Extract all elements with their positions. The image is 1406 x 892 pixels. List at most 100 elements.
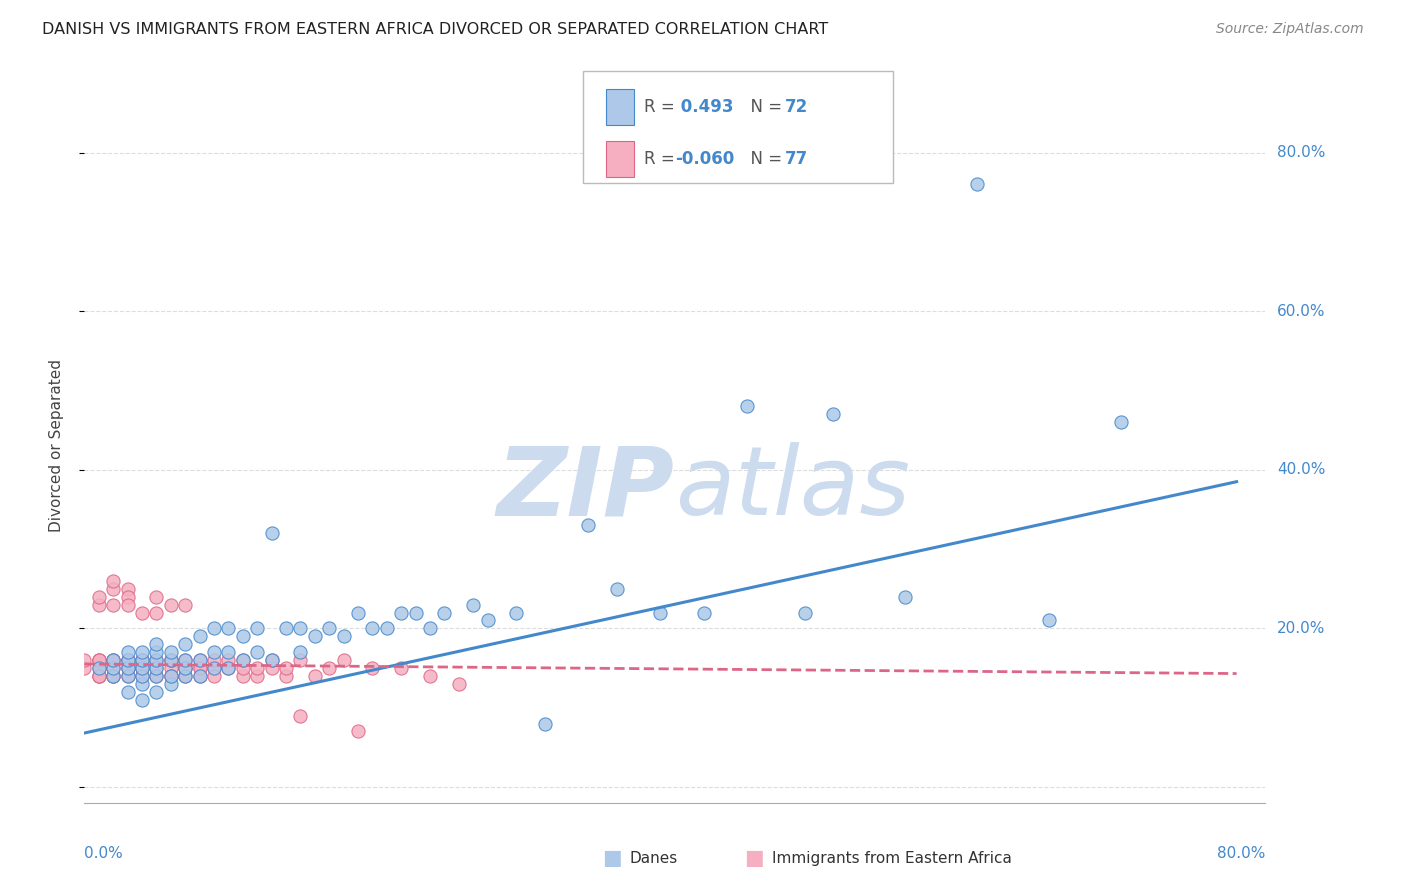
Point — [246, 621, 269, 635]
Point — [188, 669, 211, 683]
Point — [131, 661, 153, 675]
Point — [131, 653, 153, 667]
Point — [87, 669, 110, 683]
Point — [260, 653, 283, 667]
Point — [274, 669, 297, 683]
Point — [117, 590, 139, 604]
Y-axis label: Divorced or Separated: Divorced or Separated — [49, 359, 63, 533]
Point — [174, 637, 197, 651]
Point — [246, 669, 269, 683]
Text: N =: N = — [740, 98, 787, 116]
Point — [131, 653, 153, 667]
Point — [188, 661, 211, 675]
Text: ZIP: ZIP — [496, 442, 675, 535]
Point — [145, 685, 167, 699]
Text: ■: ■ — [602, 848, 621, 868]
Point — [318, 661, 340, 675]
Point — [87, 653, 110, 667]
Point — [202, 645, 225, 659]
Point — [145, 606, 167, 620]
Point — [145, 653, 167, 667]
Point — [131, 677, 153, 691]
Point — [159, 653, 181, 667]
Point — [87, 661, 110, 675]
Point — [447, 677, 470, 691]
Point — [174, 669, 197, 683]
Point — [87, 653, 110, 667]
Point — [347, 724, 370, 739]
Point — [232, 629, 254, 643]
Text: 80.0%: 80.0% — [1277, 145, 1326, 161]
Point — [578, 518, 600, 533]
Point — [217, 661, 239, 675]
Point — [232, 669, 254, 683]
Point — [217, 661, 239, 675]
Point — [131, 606, 153, 620]
Point — [117, 653, 139, 667]
Point — [332, 629, 354, 643]
Point — [73, 661, 96, 675]
Point — [217, 653, 239, 667]
Point — [159, 677, 181, 691]
Point — [389, 606, 412, 620]
Point — [159, 669, 181, 683]
Point — [735, 400, 758, 414]
Point — [117, 582, 139, 596]
Point — [159, 669, 181, 683]
Point — [87, 598, 110, 612]
Text: N =: N = — [740, 150, 787, 168]
Point — [1038, 614, 1060, 628]
Point — [87, 590, 110, 604]
Point — [117, 598, 139, 612]
Point — [375, 621, 398, 635]
Text: DANISH VS IMMIGRANTS FROM EASTERN AFRICA DIVORCED OR SEPARATED CORRELATION CHART: DANISH VS IMMIGRANTS FROM EASTERN AFRICA… — [42, 22, 828, 37]
Point — [87, 661, 110, 675]
Point — [174, 661, 197, 675]
Point — [131, 669, 153, 683]
Point — [145, 637, 167, 651]
Point — [117, 653, 139, 667]
Point — [202, 621, 225, 635]
Point — [159, 653, 181, 667]
Point — [131, 669, 153, 683]
Point — [894, 590, 917, 604]
Point — [477, 614, 499, 628]
Point — [145, 645, 167, 659]
Point — [87, 669, 110, 683]
Point — [73, 653, 96, 667]
Point — [290, 645, 312, 659]
Point — [202, 661, 225, 675]
Point — [217, 645, 239, 659]
Point — [174, 598, 197, 612]
Point — [347, 606, 370, 620]
Point — [188, 669, 211, 683]
Point — [117, 669, 139, 683]
Point — [793, 606, 815, 620]
Point — [101, 661, 124, 675]
Point — [260, 653, 283, 667]
Point — [145, 590, 167, 604]
Point — [101, 669, 124, 683]
Point — [131, 661, 153, 675]
Point — [202, 661, 225, 675]
Point — [87, 669, 110, 683]
Point — [131, 661, 153, 675]
Point — [145, 661, 167, 675]
Point — [145, 653, 167, 667]
Point — [823, 407, 845, 421]
Point — [389, 661, 412, 675]
Point — [232, 653, 254, 667]
Point — [117, 653, 139, 667]
Point — [131, 653, 153, 667]
Point — [159, 653, 181, 667]
Point — [692, 606, 714, 620]
Point — [332, 653, 354, 667]
Text: 77: 77 — [785, 150, 808, 168]
Point — [174, 661, 197, 675]
Point — [318, 621, 340, 635]
Point — [202, 669, 225, 683]
Point — [606, 582, 628, 596]
Point — [232, 653, 254, 667]
Point — [1111, 415, 1133, 429]
Point — [505, 606, 527, 620]
